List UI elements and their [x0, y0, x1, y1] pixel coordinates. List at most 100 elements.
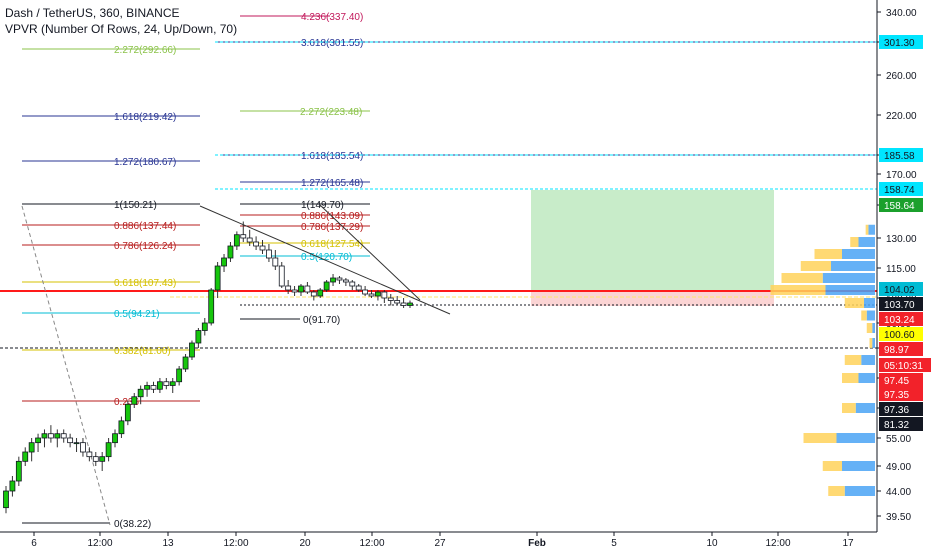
candle — [9, 480, 16, 492]
candle — [124, 403, 131, 422]
fib-trend — [21, 205, 111, 526]
volume-bar-down — [869, 338, 873, 348]
price-tag-label: 98.97 — [884, 345, 909, 356]
candle — [169, 381, 176, 386]
candle — [375, 291, 381, 297]
volume-bar-up — [872, 323, 875, 333]
price-tag — [879, 402, 923, 416]
candle — [317, 289, 324, 297]
fib-label: 0(38.22) — [114, 519, 151, 530]
candle — [35, 437, 41, 444]
candle — [28, 442, 35, 453]
price-tag — [879, 373, 923, 387]
price-tag-label: 158.64 — [884, 201, 915, 212]
volume-bar-down — [822, 461, 842, 471]
y-tick-label: 340.00 — [886, 8, 917, 19]
price-tag-label: 103.24 — [884, 315, 915, 326]
fib-label: 1(150.21) — [114, 200, 157, 211]
candle — [201, 322, 208, 331]
candle — [105, 442, 112, 458]
fib-label: 0(91.70) — [303, 315, 340, 326]
x-tick-label: Feb — [528, 538, 546, 549]
fib-label: 0.786(126.24) — [114, 241, 176, 252]
volume-bar-up — [831, 261, 875, 271]
fib-label: 4.236(337.40) — [301, 12, 363, 23]
y-tick-label: 170.00 — [886, 170, 917, 181]
fib-label: 3.618(301.55) — [301, 38, 363, 49]
fib-label: 0.236 — [114, 397, 139, 408]
candle — [291, 289, 298, 293]
price-tag — [879, 312, 923, 326]
price-tag — [879, 198, 923, 212]
candle — [233, 234, 240, 247]
fib-label: 1.618(219.42) — [114, 112, 176, 123]
candle — [150, 385, 157, 390]
indicator-label: VPVR (Number Of Rows, 24, Up/Down, 70) — [5, 22, 238, 36]
candle — [394, 300, 401, 304]
candle — [47, 433, 54, 439]
fib-label: 0.5(94.21) — [114, 309, 160, 320]
fib-label: 0.382(81.00) — [114, 346, 171, 357]
price-tag-label: 97.36 — [884, 405, 909, 416]
candle — [73, 442, 80, 445]
candle — [400, 302, 407, 306]
candle — [112, 433, 118, 444]
y-tick-label: 39.50 — [886, 512, 911, 523]
candle — [387, 297, 394, 301]
volume-bar-up — [858, 237, 875, 247]
x-tick-label: 20 — [299, 538, 311, 549]
price-tag — [879, 148, 923, 162]
volume-bar-up — [872, 338, 875, 348]
candle — [310, 291, 317, 297]
price-tag — [879, 35, 923, 49]
candle — [157, 381, 163, 390]
x-tick-label: 6 — [31, 538, 37, 549]
price-tag-label: 301.30 — [884, 38, 915, 49]
volume-bar-up — [861, 355, 875, 365]
candle — [60, 433, 67, 439]
x-tick-label: 13 — [162, 538, 174, 549]
candle — [80, 442, 86, 453]
x-tick-label: 12:00 — [223, 538, 248, 549]
volume-bar-down — [865, 224, 869, 235]
trendline — [319, 204, 421, 301]
volume-bar-up — [868, 224, 875, 235]
x-tick-label: 12:00 — [87, 538, 112, 549]
price-tag — [879, 387, 923, 401]
candle — [182, 356, 189, 370]
x-tick-label: 17 — [842, 538, 854, 549]
candle — [381, 291, 388, 299]
candle — [189, 342, 195, 358]
volume-bar-up — [844, 486, 875, 496]
volume-bar-down — [844, 298, 864, 308]
candle — [92, 456, 99, 462]
price-tag — [879, 358, 931, 372]
candle — [355, 285, 362, 291]
volume-bar-down — [803, 433, 837, 443]
fib-label: 1(149.70) — [301, 200, 344, 211]
volume-bar-up — [825, 285, 875, 295]
trendline — [199, 205, 451, 315]
candle — [368, 293, 375, 297]
y-tick-label: 260.00 — [886, 71, 917, 82]
candle — [407, 302, 413, 306]
volume-bar-up — [836, 433, 875, 443]
y-tick-label: 115.00 — [886, 264, 916, 275]
x-tick-label: 10 — [706, 538, 718, 549]
volume-bar-down — [814, 249, 842, 259]
stop-zone — [531, 290, 774, 306]
candle — [240, 234, 247, 239]
fib-label: 0.886(137.44) — [114, 221, 176, 232]
candle — [208, 289, 215, 324]
y-tick-label: 130.00 — [886, 234, 917, 245]
candle — [285, 285, 292, 291]
volume-bar-down — [866, 323, 873, 333]
candle — [336, 277, 343, 281]
candle — [349, 281, 356, 287]
volume-bar-up — [864, 298, 875, 308]
price-tag-label: 100.60 — [884, 330, 915, 341]
y-tick-label: 49.00 — [886, 462, 911, 473]
fib-label: 0.618(107.43) — [114, 278, 176, 289]
chart-title: Dash / TetherUS, 360, BINANCE — [5, 6, 180, 20]
